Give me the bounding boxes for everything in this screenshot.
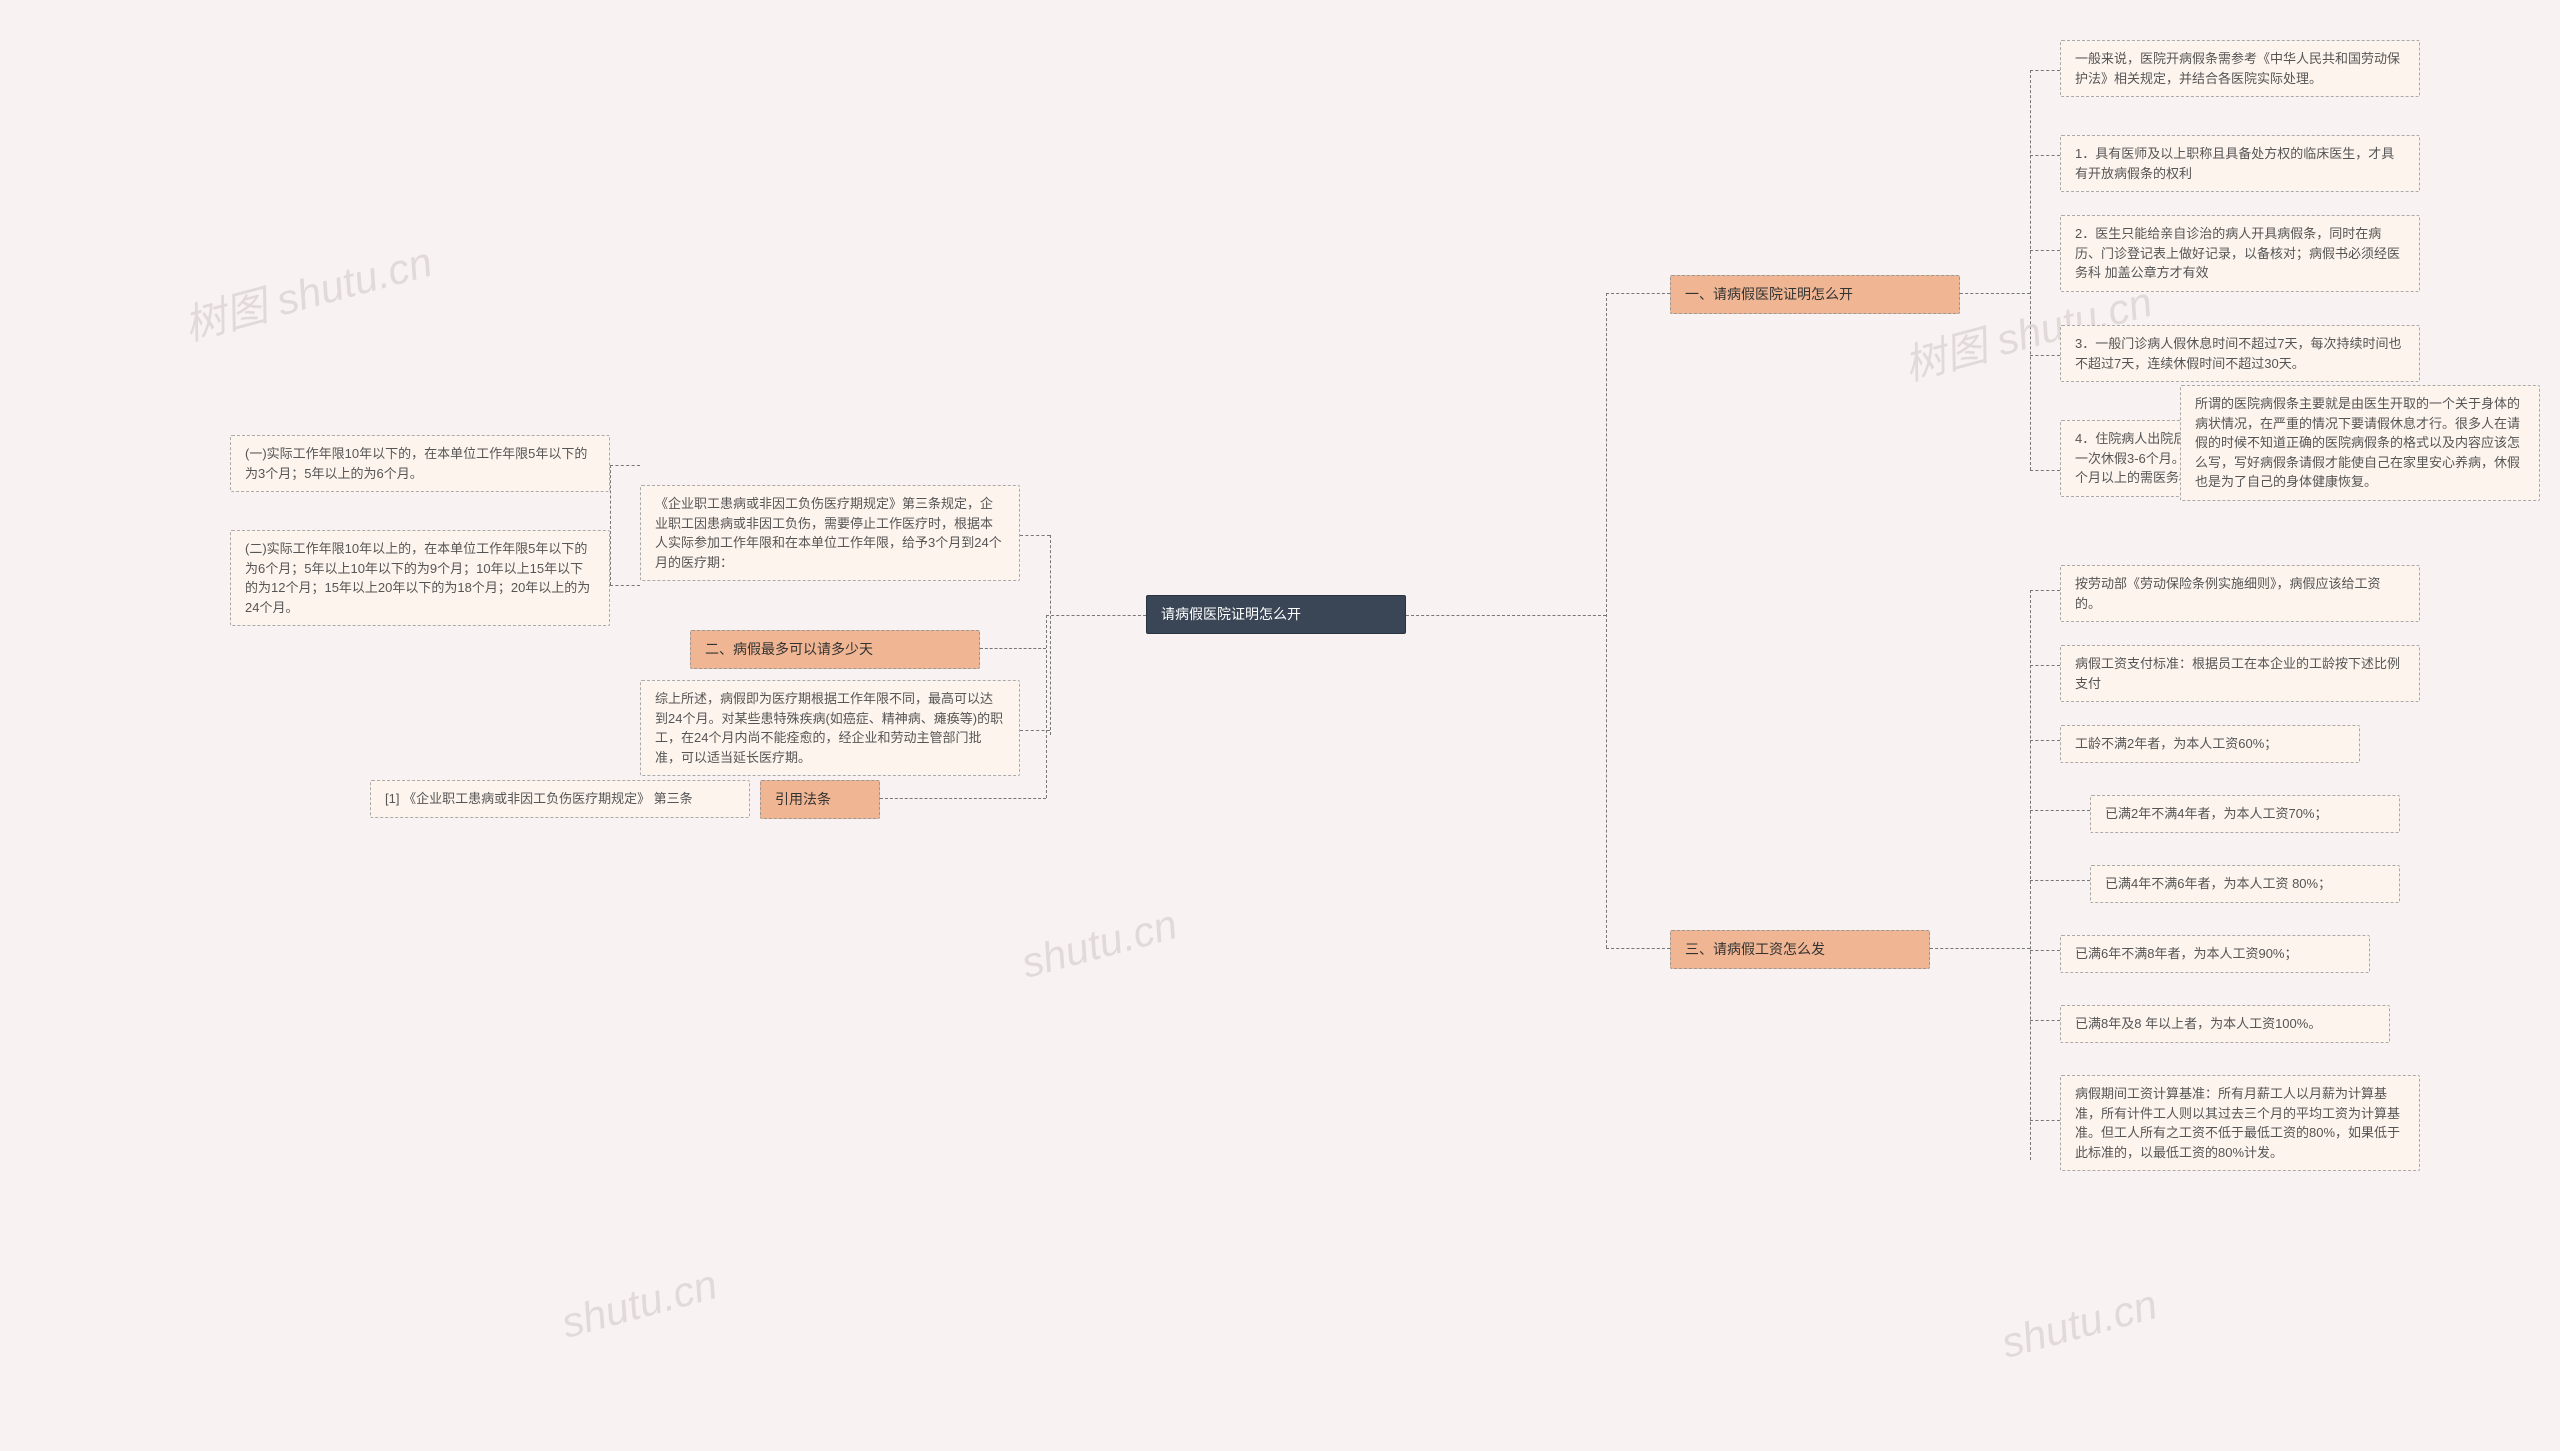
branch-node-b3[interactable]: 三、请病假工资怎么发 [1670,930,1930,969]
leaf-node-l1_1[interactable]: 1．具有医师及以上职称且具备处方权的临床医生，才具有开放病假条的权利 [2060,135,2420,192]
connector [2030,740,2060,741]
connector [610,585,640,586]
connector [1020,535,1050,536]
connector [2030,1120,2060,1121]
leaf-node-l3_7[interactable]: 病假期间工资计算基准：所有月薪工人以月薪为计算基准，所有计件工人则以其过去三个月… [2060,1075,2420,1171]
connector [2030,590,2031,1160]
leaf-node-l1_2[interactable]: 2．医生只能给亲自诊治的病人开具病假条，同时在病历、门诊登记表上做好记录，以备核… [2060,215,2420,292]
connector [1020,730,1050,731]
connector [1406,615,1606,616]
connector [2030,70,2060,71]
connector [880,798,1046,799]
watermark: shutu.cn [1016,900,1182,987]
connector [980,648,1046,649]
connector [2030,70,2031,470]
leaf-node-l3_3[interactable]: 已满2年不满4年者，为本人工资70%； [2090,795,2400,833]
leaf-node-l3_6[interactable]: 已满8年及8 年以上者，为本人工资100%。 [2060,1005,2390,1043]
connector [2030,810,2090,811]
root-node[interactable]: 请病假医院证明怎么开 [1146,595,1406,634]
connector [1960,293,2030,294]
watermark: shutu.cn [556,1260,722,1347]
watermark: 树图 shutu.cn [176,228,438,353]
connector [1930,948,2030,949]
leaf-node-l3_5[interactable]: 已满6年不满8年者，为本人工资90%； [2060,935,2370,973]
connector [2030,250,2060,251]
connector [2030,470,2060,471]
leaf-node-l4_0[interactable]: [1] 《企业职工患病或非因工负伤医疗期规定》 第三条 [370,780,750,818]
connector [2030,950,2060,951]
leaf-node-l2_0b[interactable]: (二)实际工作年限10年以上的，在本单位工作年限5年以下的为6个月；5年以上10… [230,530,610,626]
connector [1606,293,1670,294]
leaf-node-l2_0[interactable]: 《企业职工患病或非因工负伤医疗期规定》第三条规定，企业职工因患病或非因工负伤，需… [640,485,1020,581]
connector [610,465,640,466]
connector [2030,665,2060,666]
leaf-node-l2_1[interactable]: 综上所述，病假即为医疗期根据工作年限不同，最高可以达到24个月。对某些患特殊疾病… [640,680,1020,776]
leaf-node-l3_2[interactable]: 工龄不满2年者，为本人工资60%； [2060,725,2360,763]
leaf-node-l1_3[interactable]: 3．一般门诊病人假休息时间不超过7天，每次持续时间也不超过7天，连续休假时间不超… [2060,325,2420,382]
connector [2030,590,2060,591]
branch-node-b2[interactable]: 二、病假最多可以请多少天 [690,630,980,669]
connector [1046,615,1047,798]
leaf-node-l3_4[interactable]: 已满4年不满6年者，为本人工资 80%； [2090,865,2400,903]
branch-node-b4[interactable]: 引用法条 [760,780,880,819]
watermark: shutu.cn [1996,1280,2162,1367]
connector [1606,948,1670,949]
branch-node-b1[interactable]: 一、请病假医院证明怎么开 [1670,275,1960,314]
leaf-node-l3_0[interactable]: 按劳动部《劳动保险条例实施细则》，病假应该给工资的。 [2060,565,2420,622]
connector [1046,615,1146,616]
connector [2030,880,2090,881]
connector [1050,535,1051,735]
leaf-node-l3_1[interactable]: 病假工资支付标准：根据员工在本企业的工龄按下述比例支付 [2060,645,2420,702]
leaf-node-l1_0[interactable]: 一般来说，医院开病假条需参考《中华人民共和国劳动保护法》相关规定，并结合各医院实… [2060,40,2420,97]
leaf-node-l2_0a[interactable]: (一)实际工作年限10年以下的，在本单位工作年限5年以下的为3个月；5年以上的为… [230,435,610,492]
connector [2030,355,2060,356]
leaf-node-l1_4x[interactable]: 所谓的医院病假条主要就是由医生开取的一个关于身体的病状情况，在严重的情况下要请假… [2180,385,2540,501]
connector [610,465,611,585]
connector [2030,155,2060,156]
connector [1606,293,1607,948]
connector [2030,1020,2060,1021]
